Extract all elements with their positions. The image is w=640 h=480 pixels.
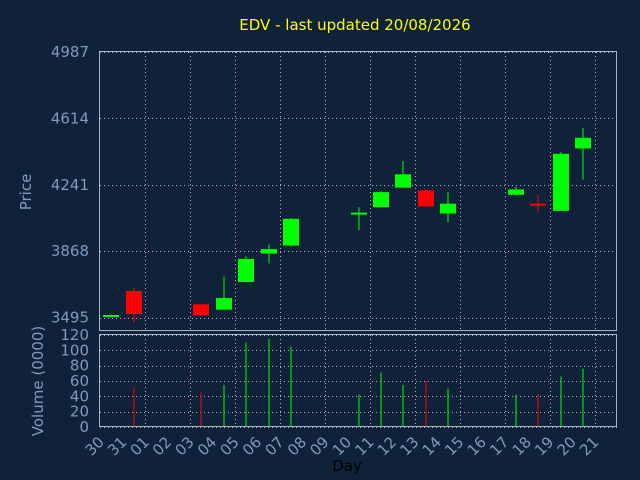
volume-tick-label: 100 xyxy=(60,341,89,359)
volume-tick-label: 60 xyxy=(70,372,89,390)
candle-body xyxy=(418,190,434,207)
candle-body xyxy=(575,137,591,149)
candle-body xyxy=(238,258,254,283)
candles xyxy=(103,128,591,323)
price-tick-label: 4241 xyxy=(51,176,89,194)
candle-body xyxy=(508,189,524,195)
x-tick-label: 21 xyxy=(576,433,602,459)
volume-axis-label: Volume (0000) xyxy=(29,326,47,436)
volume-tick-label: 120 xyxy=(60,326,89,344)
price-tick-label: 3868 xyxy=(51,242,89,260)
x-tick-labels: 3031010203040506070809101112131415161718… xyxy=(82,433,603,459)
candle-body xyxy=(440,203,456,214)
volume-tick-label: 0 xyxy=(79,418,89,436)
candle-body xyxy=(216,298,232,310)
candle-body xyxy=(283,218,299,246)
candle-body xyxy=(351,212,367,215)
price-grid xyxy=(100,52,617,331)
price-panel-frame xyxy=(99,51,617,331)
chart-title: EDV - last updated 20/08/2026 xyxy=(239,16,470,34)
candle-body xyxy=(126,290,142,315)
candle-body xyxy=(261,249,277,254)
candle-body xyxy=(193,304,209,315)
x-axis-label: Day xyxy=(332,457,362,475)
candle-body xyxy=(395,174,411,188)
volume-bars xyxy=(133,338,584,427)
price-axis-label: Price xyxy=(17,174,35,211)
volume-tick-label: 40 xyxy=(70,387,89,405)
candle-body xyxy=(553,153,569,211)
volume-tick-label: 20 xyxy=(70,403,89,421)
price-tick-labels: 3495 3868 4241 4614 4987 xyxy=(51,43,89,327)
price-tick-label: 4987 xyxy=(51,43,89,61)
volume-grid xyxy=(100,335,617,428)
candle-body xyxy=(103,314,119,317)
volume-tick-label: 80 xyxy=(70,357,89,375)
price-tick-label: 3495 xyxy=(51,309,89,327)
candle-body xyxy=(373,192,389,208)
candle-body xyxy=(530,203,546,206)
price-tick-label: 4614 xyxy=(51,109,89,127)
volume-panel-frame xyxy=(99,334,617,427)
